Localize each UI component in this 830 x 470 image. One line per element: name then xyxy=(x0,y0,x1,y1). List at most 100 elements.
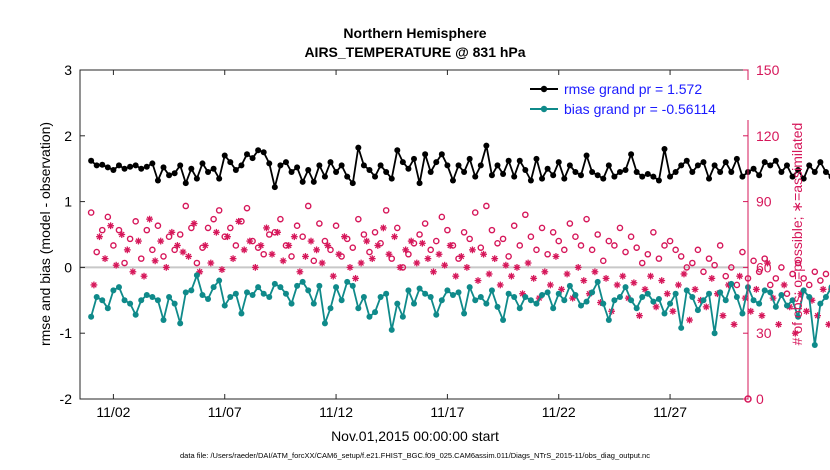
obs-assimilated-point xyxy=(446,242,454,249)
asterisk-stroke xyxy=(519,290,526,297)
obs-assimilated-point xyxy=(441,261,449,269)
obs-assimilated-point xyxy=(474,277,482,284)
obs-assimilated-point xyxy=(430,268,437,276)
obs-possible-point xyxy=(672,246,679,254)
obs-possible-point xyxy=(204,224,212,232)
data-file-footnote: data file: /Users/raeder/DAI/ATM_forcXX/… xyxy=(180,451,650,460)
rmse-point xyxy=(205,168,212,175)
obs-possible-point xyxy=(828,286,830,293)
x-tick-label: 11/07 xyxy=(208,404,242,420)
rmse-point xyxy=(466,155,473,162)
rmse-point xyxy=(527,177,534,184)
rmse-point xyxy=(689,168,696,175)
asterisk-stroke xyxy=(642,286,648,293)
obs-possible-point xyxy=(176,231,184,238)
obs-assimilated-point xyxy=(268,250,276,258)
asterisk-stroke xyxy=(191,220,197,227)
obs-possible-point xyxy=(566,220,574,227)
asterisk-stroke xyxy=(174,242,181,249)
obs-assimilated-point xyxy=(480,250,487,258)
rmse-point xyxy=(711,162,718,169)
obs-assimilated-point xyxy=(791,329,799,337)
rmse-point xyxy=(628,151,635,158)
chart-title: Northern Hemisphere xyxy=(343,25,486,41)
bias-point xyxy=(438,297,445,304)
rmse-point xyxy=(316,162,323,169)
asterisk-stroke xyxy=(759,312,765,319)
rmse-point xyxy=(154,177,161,184)
asterisk-stroke xyxy=(747,308,754,315)
rmse-point xyxy=(683,157,690,164)
obs-possible-point xyxy=(98,226,106,234)
y-tick-label-left: -2 xyxy=(60,391,73,407)
rmse-point xyxy=(327,159,334,166)
rmse-point xyxy=(383,168,390,175)
rmse-point xyxy=(661,145,668,152)
bias-point xyxy=(399,313,406,320)
rmse-point xyxy=(772,157,779,164)
bias-point xyxy=(795,313,802,320)
obs-assimilated-point xyxy=(519,290,526,298)
obs-assimilated-point xyxy=(118,231,126,238)
obs-possible-point xyxy=(616,224,624,232)
bias-point xyxy=(177,320,184,327)
bias-point xyxy=(511,294,518,301)
bias-point xyxy=(722,297,729,304)
asterisk-stroke xyxy=(163,264,170,271)
obs-assimilated-point xyxy=(357,259,365,267)
obs-assimilated-point xyxy=(574,264,582,271)
bias-point xyxy=(616,294,623,301)
rmse-point xyxy=(583,152,590,159)
rmse-point xyxy=(616,168,623,175)
obs-possible-point xyxy=(494,239,501,247)
asterisk-stroke xyxy=(547,282,554,288)
obs-assimilated-point xyxy=(508,272,515,280)
asterisk-stroke xyxy=(425,255,431,262)
obs-possible-point xyxy=(666,237,674,245)
legend-rmse-label: rmse grand pr = 1.572 xyxy=(564,81,702,97)
obs-assimilated-point xyxy=(157,237,165,245)
obs-possible-point xyxy=(655,255,663,262)
rmse-point xyxy=(778,168,785,175)
obs-possible-point xyxy=(421,220,429,227)
asterisk-stroke xyxy=(408,238,415,244)
bias-point xyxy=(477,294,484,301)
obs-possible-point xyxy=(778,264,785,271)
obs-possible-point xyxy=(355,215,362,223)
rmse-point xyxy=(733,155,740,162)
obs-possible-point xyxy=(471,209,479,216)
rmse-point xyxy=(166,172,173,179)
bias-point xyxy=(711,330,718,337)
obs-possible-point xyxy=(182,202,190,210)
bias-point xyxy=(644,290,651,297)
rmse-point xyxy=(182,180,189,187)
bias-point xyxy=(767,289,774,296)
asterisk-stroke xyxy=(302,253,309,260)
y-tick-label-right: 60 xyxy=(756,259,772,275)
x-tick-label: 11/22 xyxy=(542,404,576,420)
asterisk-stroke xyxy=(374,242,381,249)
obs-assimilated-point xyxy=(619,272,627,280)
obs-possible-point xyxy=(121,259,128,267)
obs-possible-point xyxy=(160,253,167,260)
obs-possible-point xyxy=(265,231,273,238)
bias-point xyxy=(232,290,239,297)
bias-point xyxy=(572,292,579,299)
rmse-point xyxy=(678,162,685,169)
bias-point xyxy=(199,292,206,299)
rmse-point xyxy=(817,159,824,166)
rmse-point xyxy=(449,177,456,184)
x-tick-label: 11/12 xyxy=(319,404,353,420)
obs-assimilated-point xyxy=(329,272,337,280)
asterisk-stroke xyxy=(180,249,186,255)
rmse-point xyxy=(655,177,662,184)
bias-point xyxy=(205,295,212,302)
rmse-point xyxy=(333,168,340,175)
asterisk-stroke xyxy=(297,268,303,275)
obs-possible-point xyxy=(104,213,112,221)
asterisk-stroke xyxy=(558,286,565,293)
asterisk-stroke xyxy=(603,275,609,282)
asterisk-stroke xyxy=(469,246,476,253)
rmse-point xyxy=(706,175,713,182)
